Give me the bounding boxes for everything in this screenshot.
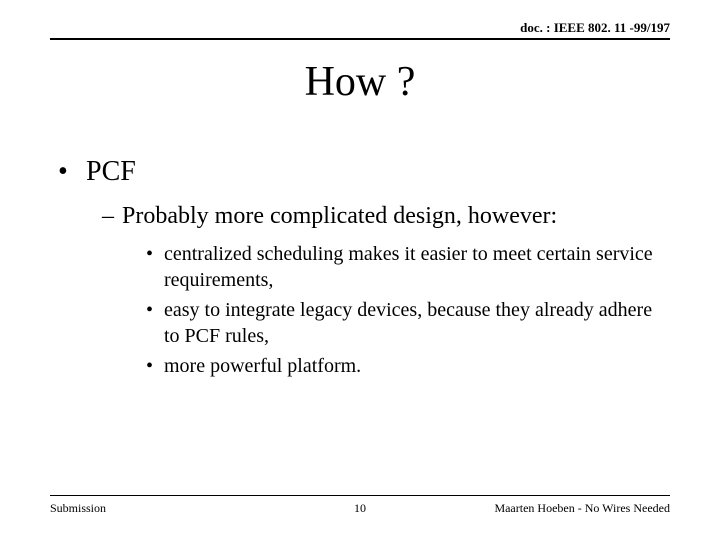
bullet-level2: –Probably more complicated design, howev… (102, 201, 670, 231)
bullet-level3: •easy to integrate legacy devices, becau… (146, 297, 670, 349)
doc-id: doc. : IEEE 802. 11 -99/197 (520, 20, 670, 36)
bullet-level3: •centralized scheduling makes it easier … (146, 241, 670, 293)
bullet-text: centralized scheduling makes it easier t… (164, 243, 653, 291)
bullet-text: more powerful platform. (164, 355, 361, 377)
content-area: •PCF –Probably more complicated design, … (58, 155, 670, 383)
bullet-level3: •more powerful platform. (146, 353, 670, 379)
bullet-text: Probably more complicated design, howeve… (122, 203, 557, 229)
bullet-dot-icon: • (146, 241, 164, 267)
bullet-text: PCF (86, 156, 136, 187)
header-rule (50, 38, 670, 40)
bullet-dot-icon: • (146, 297, 164, 323)
footer-rule (50, 495, 670, 497)
bullet-dot-icon: • (58, 155, 86, 189)
slide-title: How ? (0, 58, 720, 106)
bullet-dot-icon: • (146, 353, 164, 379)
bullet-level1: •PCF (58, 155, 670, 189)
footer-right: Maarten Hoeben - No Wires Needed (494, 501, 670, 516)
bullet-text: easy to integrate legacy devices, becaus… (164, 299, 652, 347)
dash-icon: – (102, 201, 122, 231)
